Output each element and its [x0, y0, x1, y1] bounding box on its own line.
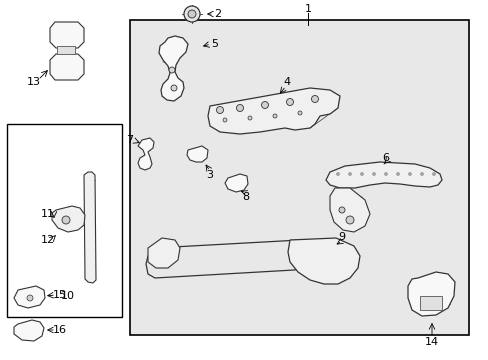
Circle shape: [420, 172, 423, 176]
Bar: [419, 296, 441, 310]
Circle shape: [348, 172, 351, 176]
Circle shape: [187, 10, 196, 18]
Polygon shape: [84, 172, 96, 283]
Circle shape: [158, 250, 165, 258]
Text: 14: 14: [424, 337, 438, 347]
Text: 1: 1: [304, 4, 311, 14]
Circle shape: [183, 6, 200, 22]
Circle shape: [286, 99, 293, 105]
Text: 8: 8: [242, 192, 249, 202]
Circle shape: [338, 207, 345, 213]
Polygon shape: [159, 36, 187, 101]
Polygon shape: [407, 272, 454, 316]
Circle shape: [223, 118, 226, 122]
Text: 16: 16: [53, 325, 67, 335]
Polygon shape: [14, 286, 45, 308]
Circle shape: [62, 216, 70, 224]
Text: 6: 6: [382, 153, 389, 163]
Circle shape: [384, 172, 386, 176]
Polygon shape: [329, 188, 369, 232]
Circle shape: [236, 104, 243, 112]
Polygon shape: [146, 240, 335, 278]
Polygon shape: [148, 238, 180, 268]
Circle shape: [346, 216, 353, 224]
Bar: [57, 46, 75, 54]
Text: 10: 10: [61, 291, 75, 301]
Polygon shape: [325, 162, 441, 188]
Circle shape: [360, 172, 363, 176]
Polygon shape: [287, 238, 359, 284]
Polygon shape: [207, 88, 339, 134]
Polygon shape: [52, 206, 85, 232]
Text: 4: 4: [283, 77, 290, 87]
Circle shape: [313, 264, 321, 272]
Text: 9: 9: [338, 232, 345, 242]
Circle shape: [261, 102, 268, 108]
Circle shape: [169, 67, 175, 73]
Bar: [129, 20, 468, 335]
Circle shape: [396, 172, 399, 176]
Text: 12: 12: [41, 235, 55, 245]
Circle shape: [216, 107, 223, 113]
Text: 15: 15: [53, 290, 67, 300]
Text: 11: 11: [41, 209, 55, 219]
Circle shape: [171, 85, 177, 91]
Text: 5: 5: [211, 39, 218, 49]
Circle shape: [247, 116, 251, 120]
Polygon shape: [224, 174, 247, 192]
Circle shape: [272, 114, 276, 118]
Circle shape: [297, 111, 302, 115]
Circle shape: [431, 172, 435, 176]
Bar: [7, 124, 122, 317]
Circle shape: [336, 172, 339, 176]
Circle shape: [311, 95, 318, 103]
Circle shape: [325, 253, 334, 263]
Polygon shape: [14, 320, 44, 341]
Text: 13: 13: [27, 77, 41, 87]
Polygon shape: [50, 22, 84, 80]
Text: 2: 2: [214, 9, 221, 19]
Circle shape: [27, 295, 33, 301]
Circle shape: [407, 172, 411, 176]
Text: 7: 7: [126, 135, 133, 145]
Polygon shape: [138, 138, 154, 170]
Circle shape: [372, 172, 375, 176]
Circle shape: [339, 260, 347, 268]
Polygon shape: [186, 146, 207, 162]
Text: 3: 3: [206, 170, 213, 180]
